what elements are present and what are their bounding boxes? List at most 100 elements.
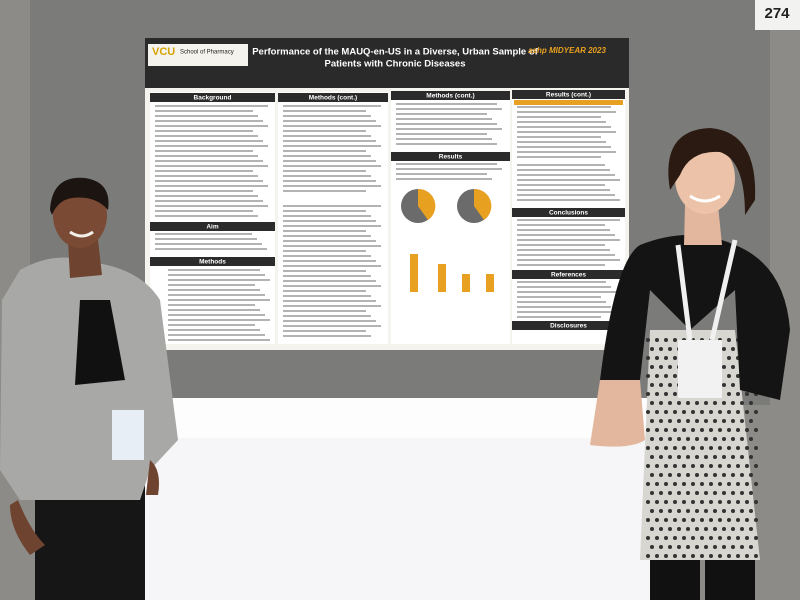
dress-pattern	[673, 500, 677, 504]
dress-pattern	[695, 545, 699, 549]
dress-pattern	[682, 536, 686, 540]
bar	[438, 264, 446, 292]
dress-pattern	[691, 482, 695, 486]
dress-pattern	[749, 527, 753, 531]
poster-title: Patients with Chronic Diseases	[325, 59, 466, 70]
dress-pattern	[695, 437, 699, 441]
dress-pattern	[718, 464, 722, 468]
dress-pattern	[686, 437, 690, 441]
dress-pattern	[727, 482, 731, 486]
dress-pattern	[695, 455, 699, 459]
dress-pattern	[749, 401, 753, 405]
section-heading: Results	[439, 154, 463, 161]
dress-pattern	[749, 419, 753, 423]
section-heading: Conclusions	[549, 210, 588, 217]
yellow-bar	[514, 100, 623, 105]
conference-logo: ashp MIDYEAR 2023	[528, 46, 606, 55]
dress-pattern	[664, 392, 668, 396]
section-heading: Aim	[206, 224, 219, 231]
dress-pattern	[650, 473, 654, 477]
dress-pattern	[718, 428, 722, 432]
dress-pattern	[659, 437, 663, 441]
top	[75, 300, 125, 385]
dress-pattern	[668, 383, 672, 387]
dress-pattern	[691, 554, 695, 558]
dress-pattern	[650, 527, 654, 531]
dress-pattern	[650, 383, 654, 387]
dress-pattern	[754, 482, 758, 486]
dress-pattern	[700, 554, 704, 558]
dress-pattern	[727, 446, 731, 450]
dress-pattern	[668, 491, 672, 495]
dress-pattern	[745, 518, 749, 522]
dress-pattern	[754, 554, 758, 558]
dress-pattern	[736, 428, 740, 432]
dress-pattern	[691, 536, 695, 540]
dress-pattern	[673, 464, 677, 468]
dress-pattern	[686, 401, 690, 405]
dress-pattern	[700, 500, 704, 504]
section-bar	[278, 93, 388, 102]
dress-pattern	[745, 446, 749, 450]
hair	[668, 128, 756, 215]
dress-pattern	[686, 509, 690, 513]
dress-pattern	[736, 500, 740, 504]
dress-pattern	[655, 554, 659, 558]
dress-pattern	[727, 500, 731, 504]
dress-pattern	[682, 428, 686, 432]
dress-pattern	[709, 428, 713, 432]
dress-pattern	[727, 374, 731, 378]
hair	[50, 177, 109, 215]
dress-pattern	[682, 464, 686, 468]
dress-pattern	[709, 446, 713, 450]
dress-pattern	[686, 419, 690, 423]
dress-pattern	[745, 536, 749, 540]
pie-slice	[418, 188, 436, 220]
section-bar	[512, 208, 625, 217]
dress-pattern	[691, 410, 695, 414]
section-bar	[391, 91, 510, 100]
dress-pattern	[713, 455, 717, 459]
dress-pattern	[677, 437, 681, 441]
dress-pattern	[736, 554, 740, 558]
dress-pattern	[668, 527, 672, 531]
dress-pattern	[722, 365, 726, 369]
dress-pattern	[745, 428, 749, 432]
dress-pattern	[713, 401, 717, 405]
dress-pattern	[668, 419, 672, 423]
dress-pattern	[668, 455, 672, 459]
dress-pattern	[709, 410, 713, 414]
arm	[590, 380, 645, 447]
bar	[486, 274, 494, 292]
dress-pattern	[740, 545, 744, 549]
dress-pattern	[677, 509, 681, 513]
dress-pattern	[659, 527, 663, 531]
dress-pattern	[655, 428, 659, 432]
dress-pattern	[646, 428, 650, 432]
dress-pattern	[664, 374, 668, 378]
dress-pattern	[745, 554, 749, 558]
dress-pattern	[745, 464, 749, 468]
dress-pattern	[727, 464, 731, 468]
dress-pattern	[664, 500, 668, 504]
dress-pattern	[673, 428, 677, 432]
dress-pattern	[646, 554, 650, 558]
dress-pattern	[754, 518, 758, 522]
dress-pattern	[736, 536, 740, 540]
dress-pattern	[709, 482, 713, 486]
dress-pattern	[664, 338, 668, 342]
dress-pattern	[650, 347, 654, 351]
poster-title: Performance of the MAUQ-en-US in a Diver…	[252, 47, 538, 58]
dress-pattern	[731, 365, 735, 369]
dress-pattern	[727, 410, 731, 414]
dress-pattern	[700, 464, 704, 468]
dress-pattern	[655, 338, 659, 342]
dress-pattern	[677, 455, 681, 459]
dress-pattern	[709, 518, 713, 522]
section-bar	[150, 93, 275, 102]
dress-pattern	[736, 464, 740, 468]
dress-pattern	[700, 428, 704, 432]
dress-pattern	[700, 482, 704, 486]
dress-pattern	[718, 482, 722, 486]
dress-pattern	[745, 392, 749, 396]
